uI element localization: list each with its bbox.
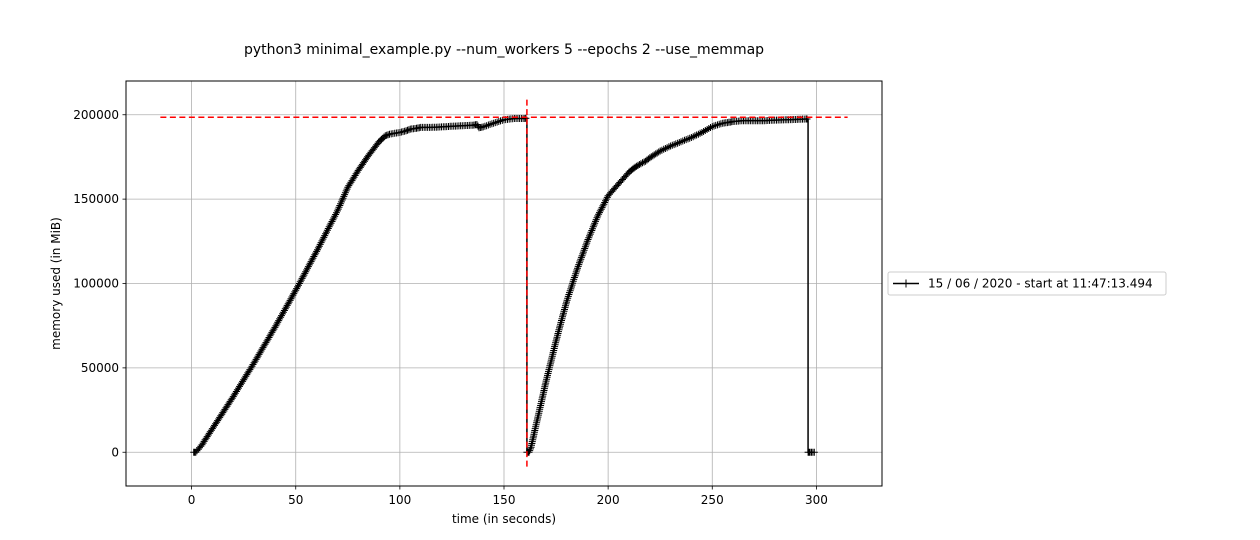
x-axis-ticks: 0 50 100 150 200 250 300 bbox=[188, 486, 828, 507]
legend-box bbox=[887, 271, 1167, 296]
x-tick-label: 150 bbox=[493, 493, 516, 507]
x-tick-label: 100 bbox=[388, 493, 411, 507]
y-axis-ticks: 0 50000 100000 150000 200000 bbox=[73, 108, 126, 459]
x-tick-label: 0 bbox=[188, 493, 196, 507]
grid-lines bbox=[126, 81, 882, 486]
legend-marker-swatch bbox=[902, 279, 910, 288]
y-tick-label: 50000 bbox=[81, 361, 119, 375]
series-group bbox=[190, 114, 818, 456]
series-markers bbox=[190, 114, 818, 456]
x-tick-label: 250 bbox=[701, 493, 724, 507]
reference-lines bbox=[160, 99, 848, 468]
y-axis-label: memory used (in MiB) bbox=[49, 217, 63, 350]
x-tick-label: 50 bbox=[288, 493, 303, 507]
x-tick-label: 300 bbox=[805, 493, 828, 507]
y-tick-label: 0 bbox=[111, 445, 119, 459]
x-tick-label: 200 bbox=[597, 493, 620, 507]
legend-label: 15 / 06 / 2020 - start at 11:47:13.494 bbox=[928, 277, 1153, 291]
y-tick-label: 100000 bbox=[73, 277, 119, 291]
y-tick-label: 150000 bbox=[73, 192, 119, 206]
legend: 15 / 06 / 2020 - start at 11:47:13.494 bbox=[887, 271, 1167, 296]
x-axis-label: time (in seconds) bbox=[452, 512, 556, 526]
y-tick-label: 200000 bbox=[73, 108, 119, 122]
chart-title: python3 minimal_example.py --num_workers… bbox=[244, 42, 764, 58]
